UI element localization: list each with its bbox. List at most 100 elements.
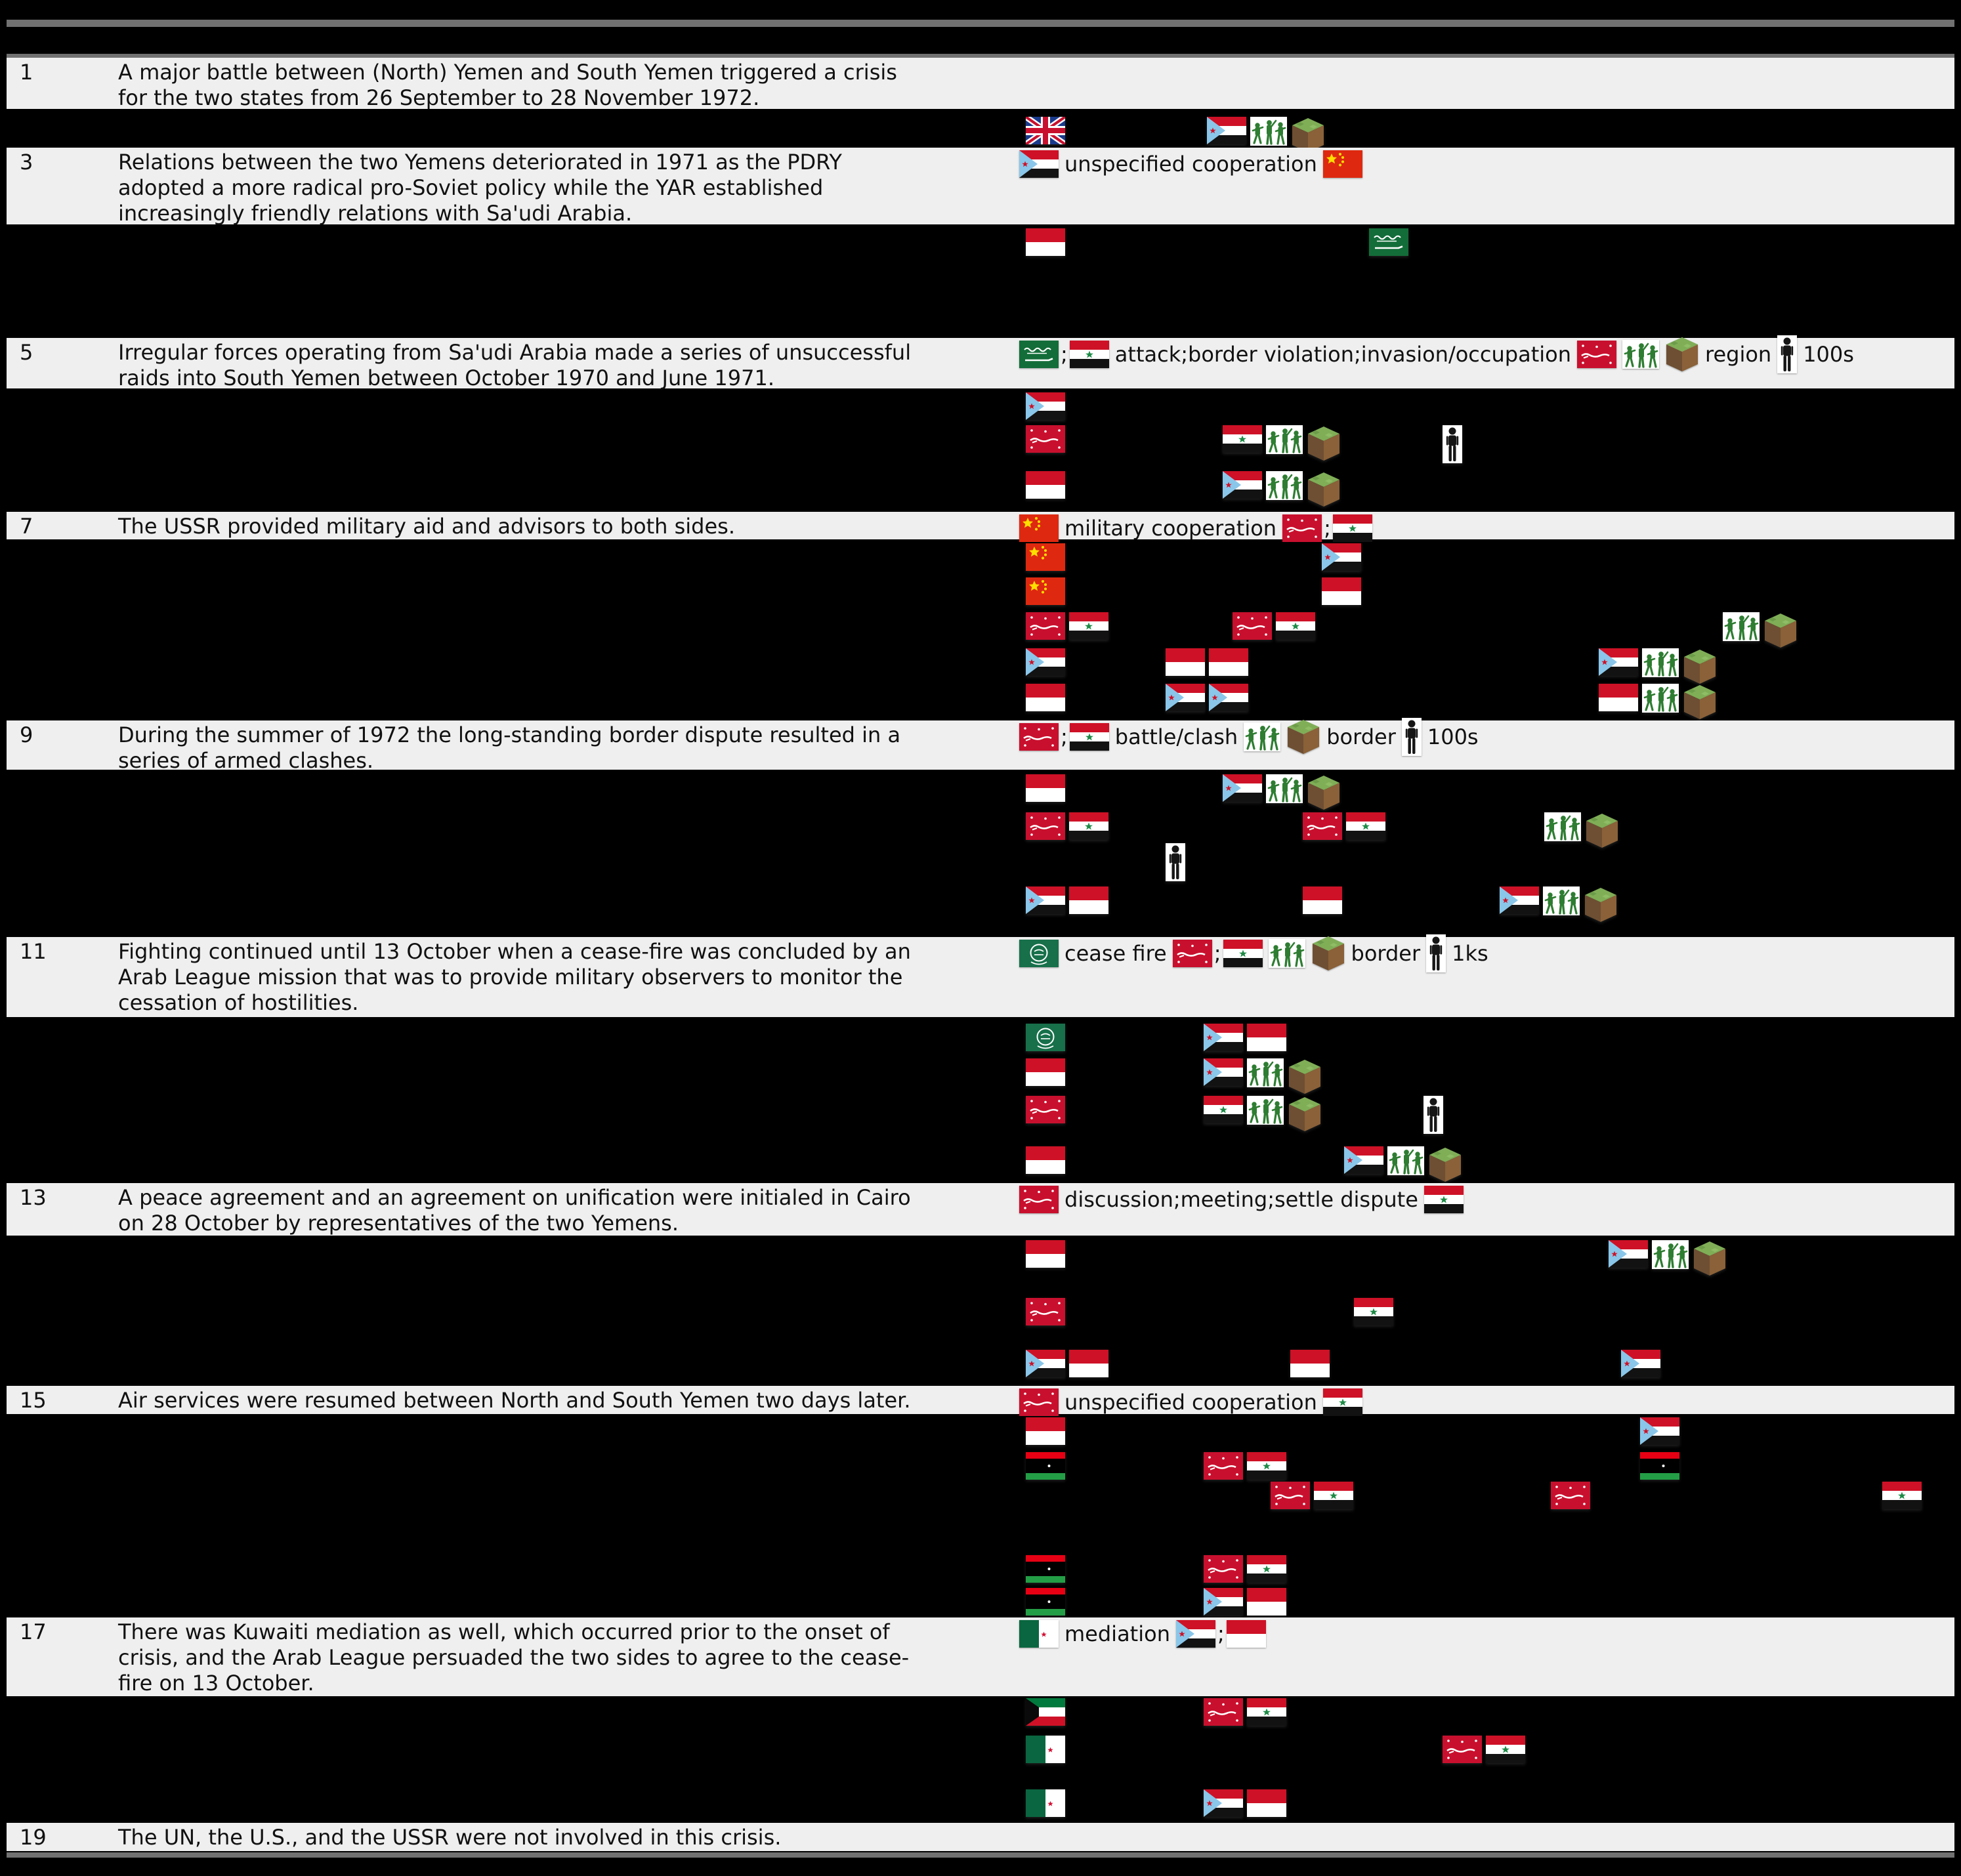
flag-kingdom-of-yemen (1019, 1388, 1059, 1416)
flag-china (1019, 514, 1059, 542)
actor-group (1640, 1417, 1679, 1445)
flag-north-yemen (1069, 723, 1109, 751)
sentence-text: A major battle between (North) Yemen and… (118, 60, 897, 110)
actor-group (1166, 648, 1248, 676)
terrain-block-icon (1428, 1146, 1462, 1183)
event-label: battle/clash (1114, 724, 1238, 749)
actor-group (1204, 1058, 1322, 1095)
flag-south-yemen (1204, 1588, 1243, 1615)
actor-group (1290, 1350, 1330, 1377)
actor-group (1166, 684, 1248, 711)
actor-group (1354, 1298, 1393, 1325)
flag-south-yemen (1204, 1024, 1243, 1051)
terrain-block-icon (1288, 1096, 1322, 1133)
flag-red-white (1247, 1024, 1286, 1051)
sentence-number: 9 (20, 722, 33, 747)
event-mention-row (1026, 577, 1958, 617)
sentence-row: 9 During the summer of 1972 the long-stan… (7, 718, 1954, 773)
event-mention-row (1026, 1482, 1958, 1521)
terrain-block-icon (1311, 935, 1345, 972)
flag-kuwait (1026, 1698, 1065, 1726)
flag-kingdom-of-yemen (1019, 1186, 1059, 1213)
flag-south-yemen (1175, 1620, 1215, 1648)
flag-kingdom-of-yemen (1233, 612, 1272, 640)
flag-north-yemen (1247, 1452, 1286, 1480)
actor-group (1026, 425, 1065, 453)
soldiers-icon (1642, 684, 1679, 713)
event-mention-row (1026, 117, 1958, 156)
flag-china (1026, 543, 1065, 571)
actor-group (1026, 1350, 1108, 1377)
flag-red-white (1026, 684, 1065, 711)
sentence-number: 5 (20, 340, 33, 365)
soldiers-icon (1652, 1240, 1689, 1269)
sentence-text: A peace agreement and an agreement on un… (118, 1185, 911, 1236)
actor-group (1223, 425, 1341, 462)
actor-group (1233, 612, 1315, 640)
actor-group (1026, 1146, 1065, 1174)
flag-south-yemen (1166, 684, 1205, 711)
event-mention-row (1026, 1698, 1958, 1738)
role-label: border (1326, 724, 1396, 749)
sentence-text: Air services were resumed between North … (118, 1388, 911, 1413)
flag-red-white (1166, 648, 1205, 676)
sentence-text: The USSR provided military aid and advis… (118, 514, 736, 539)
event-summary: ; attack;border violation;invasion/occupa… (1019, 335, 1854, 373)
flag-kingdom-of-yemen (1026, 612, 1065, 640)
flag-kingdom-of-yemen (1172, 940, 1212, 967)
sentence-row: 3 Relations between the two Yemens deteri… (7, 148, 1954, 226)
terrain-block-icon (1683, 684, 1717, 720)
soldiers-icon (1544, 812, 1581, 841)
event-mention-row (1026, 1736, 1958, 1775)
magnitude-label: 100s (1803, 342, 1854, 367)
event-mention-row (1026, 1452, 1958, 1491)
terrain-block-icon (1665, 336, 1699, 373)
actor-group (1723, 612, 1798, 649)
event-label: military cooperation (1065, 516, 1277, 541)
flag-red-white (1026, 774, 1065, 802)
flag-north-yemen (1223, 425, 1262, 453)
actor-group (1026, 1789, 1065, 1817)
terrain-block-icon (1288, 1058, 1322, 1095)
flag-red-white (1026, 1146, 1065, 1174)
flag-algeria (1019, 1620, 1059, 1648)
magnitude-label: 1ks (1452, 941, 1488, 966)
person-count-icon (1443, 425, 1462, 463)
flag-arab-league (1019, 940, 1059, 967)
soldiers-icon (1642, 648, 1679, 677)
sentence-number: 17 (20, 1619, 47, 1644)
flag-north-yemen (1882, 1482, 1922, 1509)
flag-south-yemen (1609, 1240, 1648, 1268)
flag-north-yemen (1069, 341, 1109, 368)
person-count-icon (1426, 934, 1446, 972)
event-summary: mediation; (1019, 1619, 1266, 1649)
event-mention-row (1026, 471, 1958, 511)
event-mention-row (1026, 684, 1958, 723)
actor-group (1026, 1096, 1065, 1123)
flag-red-white (1026, 228, 1065, 256)
actor-group (1640, 1452, 1679, 1480)
actor-group (1204, 1588, 1286, 1615)
actor-group (1026, 1736, 1065, 1763)
soldiers-icon (1247, 1096, 1284, 1125)
flag-north-yemen (1223, 940, 1263, 967)
sentence-row: 1 A major battle between (North) Yemen an… (7, 58, 1954, 110)
flag-kingdom-of-yemen (1026, 425, 1065, 453)
actor-group (1026, 1024, 1065, 1051)
actor-group (1599, 648, 1717, 685)
actor-group (1026, 648, 1065, 676)
actor-group (1026, 886, 1108, 914)
actor-group (1026, 543, 1065, 571)
event-label: attack;border violation;invasion/occupat… (1114, 342, 1571, 367)
flag-algeria (1026, 1789, 1065, 1817)
event-label: discussion;meeting;settle dispute (1065, 1187, 1418, 1212)
flag-red-white (1247, 1588, 1286, 1615)
flag-red-white (1599, 684, 1638, 711)
terrain-block-icon (1693, 1240, 1727, 1277)
flag-red-white (1303, 886, 1342, 914)
flag-south-yemen (1204, 1058, 1243, 1086)
actor-group (1026, 1417, 1065, 1445)
separator: ; (1324, 516, 1331, 541)
event-mention-row (1026, 886, 1958, 926)
soldiers-icon (1244, 722, 1281, 751)
